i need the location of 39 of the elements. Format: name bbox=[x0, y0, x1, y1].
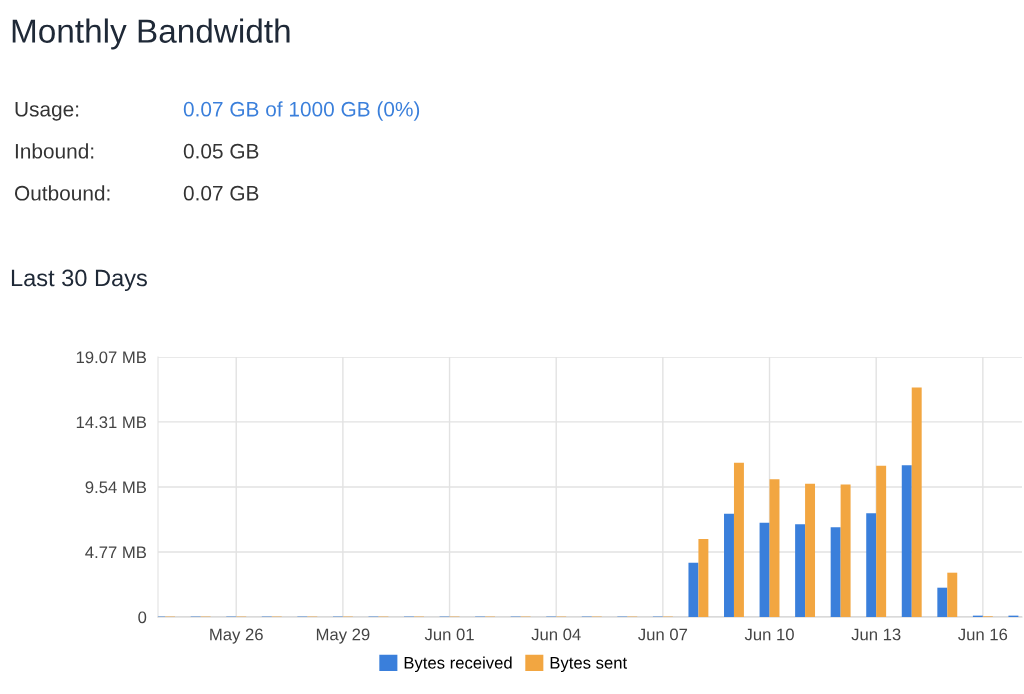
bar bbox=[724, 513, 734, 617]
x-tick-label: Jun 07 bbox=[638, 628, 688, 641]
chart-title: Monthly Bandwidth bbox=[12, 18, 290, 50]
y-tick-label: 4.77 MB bbox=[85, 546, 147, 558]
bar bbox=[901, 465, 912, 617]
bar bbox=[733, 462, 744, 617]
bar bbox=[840, 484, 851, 617]
text: Inbound: bbox=[15, 143, 94, 159]
y-tick-label: 0 bbox=[138, 611, 147, 624]
x-tick-label: Jun 13 bbox=[851, 628, 901, 641]
bar bbox=[830, 527, 841, 617]
bar bbox=[795, 524, 806, 617]
bar bbox=[866, 513, 877, 617]
x-tick-label: Jun 01 bbox=[424, 628, 474, 641]
text: 0.07 GB bbox=[183, 185, 259, 201]
bar bbox=[688, 562, 699, 617]
legend-label: Bytes sent bbox=[550, 657, 628, 673]
x-tick-label: May 26 bbox=[210, 628, 263, 644]
bar bbox=[876, 465, 887, 617]
x-tick-label: Jun 04 bbox=[531, 628, 581, 641]
text: Outbound: bbox=[14, 185, 110, 201]
y-tick-label: 9.54 MB bbox=[85, 481, 147, 494]
legend-label: Bytes received bbox=[404, 656, 512, 673]
bar bbox=[911, 387, 922, 617]
text: Usage: bbox=[15, 102, 79, 121]
text: 0.07 GB of 1000 GB (0%) bbox=[183, 101, 420, 121]
x-tick-label: Jun 16 bbox=[958, 628, 1008, 641]
x-tick-label: May 29 bbox=[316, 628, 370, 644]
text: 0.05 GB bbox=[183, 143, 259, 159]
bar bbox=[947, 572, 958, 617]
bar bbox=[805, 483, 816, 617]
bar bbox=[698, 539, 709, 617]
y-tick-label: 14.31 MB bbox=[76, 416, 147, 429]
bar bbox=[759, 522, 770, 617]
y-tick-label: 19.07 MB bbox=[76, 351, 147, 364]
x-tick-label: Jun 10 bbox=[744, 628, 794, 641]
bar bbox=[769, 479, 780, 617]
chart-subtitle: Last 30 Days bbox=[11, 269, 147, 292]
bar bbox=[937, 587, 948, 617]
